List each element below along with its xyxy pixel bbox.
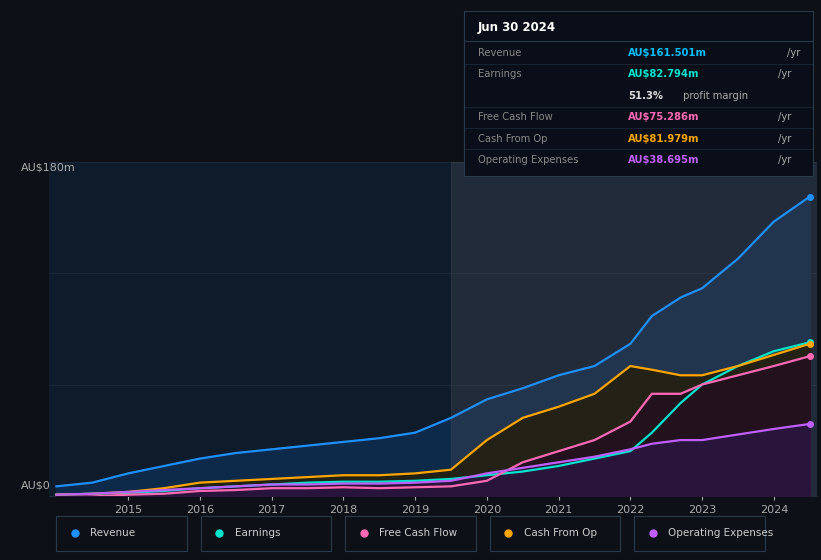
Bar	[201, 516, 331, 551]
Text: /yr: /yr	[778, 112, 791, 122]
Text: Earnings: Earnings	[235, 529, 281, 538]
Text: AU$38.695m: AU$38.695m	[628, 155, 699, 165]
Text: AU$161.501m: AU$161.501m	[628, 48, 707, 58]
Bar	[346, 516, 475, 551]
Text: AU$82.794m: AU$82.794m	[628, 69, 699, 80]
Text: /yr: /yr	[787, 48, 800, 58]
Text: Free Cash Flow: Free Cash Flow	[478, 112, 553, 122]
Text: AU$81.979m: AU$81.979m	[628, 134, 699, 144]
Text: Cash From Op: Cash From Op	[524, 529, 597, 538]
Text: AU$75.286m: AU$75.286m	[628, 112, 699, 122]
Text: Cash From Op: Cash From Op	[478, 134, 548, 144]
Text: /yr: /yr	[778, 69, 791, 80]
Bar	[451, 162, 821, 496]
Text: /yr: /yr	[778, 134, 791, 144]
Text: profit margin: profit margin	[680, 91, 748, 101]
Text: Jun 30 2024: Jun 30 2024	[478, 21, 556, 34]
Text: /yr: /yr	[778, 155, 791, 165]
Text: AU$180m: AU$180m	[21, 163, 76, 173]
Text: Operating Expenses: Operating Expenses	[668, 529, 773, 538]
Bar	[57, 516, 186, 551]
Text: Revenue: Revenue	[90, 529, 135, 538]
Text: Revenue: Revenue	[478, 48, 521, 58]
Text: 51.3%: 51.3%	[628, 91, 663, 101]
Text: Earnings: Earnings	[478, 69, 521, 80]
Text: Operating Expenses: Operating Expenses	[478, 155, 578, 165]
Bar	[490, 516, 620, 551]
Text: AU$0: AU$0	[21, 480, 50, 491]
Text: Free Cash Flow: Free Cash Flow	[379, 529, 457, 538]
Bar	[635, 516, 764, 551]
